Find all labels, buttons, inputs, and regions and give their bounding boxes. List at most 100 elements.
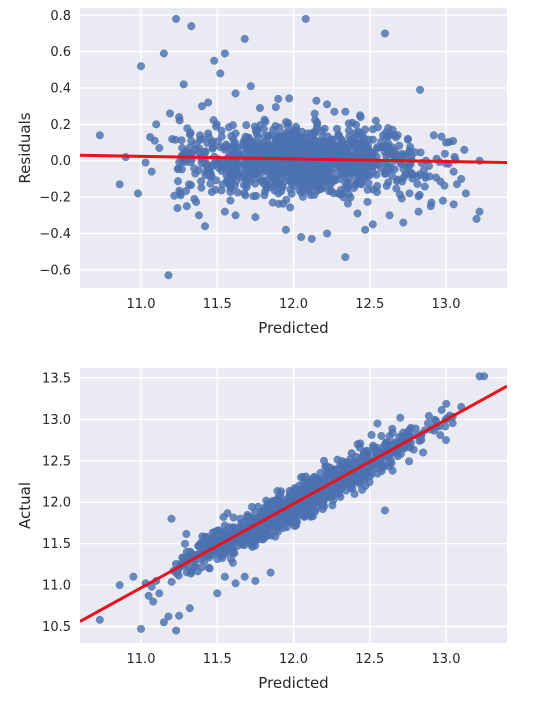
scatter-point <box>240 189 249 198</box>
x-tick-label: 11.5 <box>203 652 232 667</box>
scatter-point <box>438 196 447 205</box>
scatter-point <box>286 185 295 194</box>
scatter-point <box>274 94 283 103</box>
scatter-point <box>377 431 386 440</box>
scatter-point <box>358 485 367 494</box>
scatter-point <box>341 107 350 116</box>
scatter-point <box>282 195 291 204</box>
scatter-point <box>241 160 250 169</box>
scatter-point <box>231 142 240 151</box>
scatter-point <box>185 604 194 613</box>
scatter-point <box>220 521 229 530</box>
scatter-point <box>247 502 256 511</box>
scatter-point <box>383 438 392 447</box>
scatter-point <box>368 125 377 134</box>
scatter-point <box>204 166 213 175</box>
scatter-point <box>403 427 412 436</box>
scatter-point <box>472 214 481 223</box>
scatter-point <box>416 85 425 94</box>
scatter-point <box>387 164 396 173</box>
scatter-point <box>152 120 161 129</box>
scatter-point <box>146 133 155 142</box>
scatter-point <box>343 146 352 155</box>
scatter-point <box>267 131 276 140</box>
scatter-point <box>208 528 217 537</box>
scatter-point <box>208 137 217 146</box>
scatter-point <box>256 120 265 129</box>
scatter-points <box>80 14 507 280</box>
scatter-point <box>175 158 184 167</box>
scatter-point <box>388 424 397 433</box>
scatter-point <box>251 576 260 585</box>
scatter-point <box>219 513 228 522</box>
scatter-point <box>310 190 319 199</box>
scatter-point <box>282 118 291 127</box>
scatter-point <box>259 535 268 544</box>
x-tick-label: 11.0 <box>127 297 156 312</box>
scatter-point <box>200 556 209 565</box>
scatter-point <box>304 187 313 196</box>
scatter-point <box>270 186 279 195</box>
y-tick-label: 11.5 <box>42 537 71 552</box>
scatter-point <box>297 233 306 242</box>
scatter-point <box>209 116 218 125</box>
scatter-point <box>267 147 276 156</box>
x-tick-label: 12.0 <box>279 652 308 667</box>
scatter-point <box>280 129 289 138</box>
scatter-point <box>341 458 350 467</box>
scatter-point <box>353 440 362 449</box>
scatter-point <box>195 144 204 153</box>
scatter-point <box>226 196 235 205</box>
scatter-point <box>289 518 298 527</box>
scatter-point <box>136 62 145 71</box>
scatter-point <box>246 82 255 91</box>
scatter-point <box>288 168 297 177</box>
scatter-point <box>385 211 394 220</box>
scatter-point <box>381 167 390 176</box>
scatter-point <box>392 177 401 186</box>
scatter-point <box>396 413 405 422</box>
scatter-point <box>299 137 308 146</box>
scatter-point <box>361 453 370 462</box>
scatter-point <box>356 113 365 122</box>
scatter-point <box>190 194 199 203</box>
scatter-point <box>368 163 377 172</box>
scatter-point <box>310 128 319 137</box>
scatter-point <box>290 149 299 158</box>
scatter-point <box>236 514 245 523</box>
y-tick-label: 10.5 <box>42 620 71 635</box>
scatter-point <box>95 131 104 140</box>
scatter-point <box>282 161 291 170</box>
scatter-point <box>460 145 469 154</box>
scatter-point <box>141 158 150 167</box>
scatter-point <box>182 202 191 211</box>
scatter-point <box>396 449 405 458</box>
scatter-point <box>296 188 305 197</box>
scatter-point <box>325 471 334 480</box>
scatter-point <box>261 164 270 173</box>
scatter-point <box>231 89 240 98</box>
scatter-point <box>220 207 229 216</box>
y-tick-label: −0.6 <box>39 263 71 278</box>
scatter-point <box>164 271 173 280</box>
scatter-point <box>224 123 233 132</box>
scatter-point <box>274 199 283 208</box>
scatter-point <box>369 185 378 194</box>
y-tick-label: −0.2 <box>39 191 71 206</box>
scatter-point <box>363 197 372 206</box>
scatter-point <box>274 498 283 507</box>
scatter-point <box>271 103 280 112</box>
scatter-point <box>313 175 322 184</box>
scatter-point <box>377 137 386 146</box>
scatter-point <box>440 149 449 158</box>
scatter-point <box>231 129 240 138</box>
scatter-point <box>350 489 359 498</box>
scatter-point <box>368 220 377 229</box>
scatter-point <box>233 161 242 170</box>
scatter-point <box>207 187 216 196</box>
scatter-point <box>220 572 229 581</box>
scatter-point <box>187 567 196 576</box>
scatter-point <box>311 142 320 151</box>
scatter-point <box>320 456 329 465</box>
